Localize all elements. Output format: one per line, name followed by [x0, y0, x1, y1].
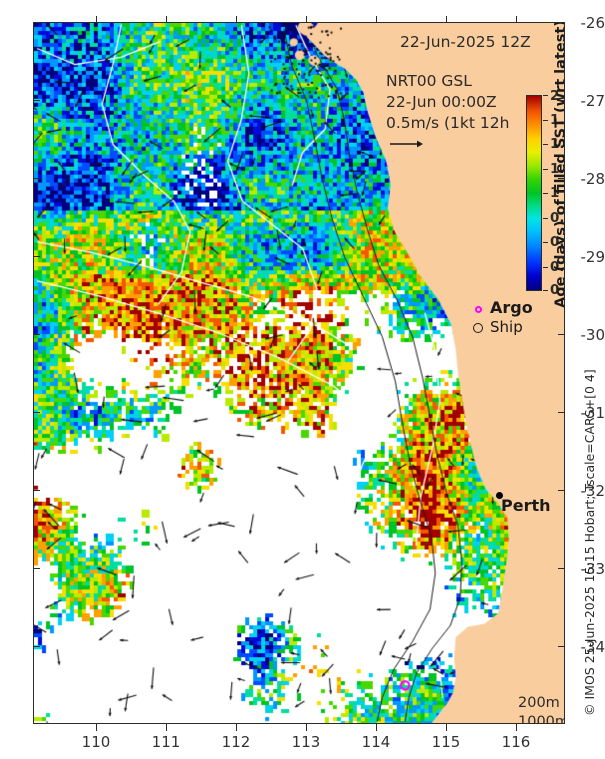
date-header: 22-Jun-2025 12Z: [400, 33, 531, 51]
xtick-label-115: 115: [431, 733, 461, 751]
xtick-label-111: 111: [151, 733, 181, 751]
ytick-label--34: -34: [580, 638, 605, 656]
info-line-scale: 0.5m/s (1kt 12h: [386, 114, 510, 132]
colorbar-label-125: 1.25: [550, 160, 565, 177]
legend-row-ship: Ship: [470, 317, 533, 337]
model-info-block: NRT00 GSL 22-Jun 00:00Z 0.5m/s (1kt 12h: [386, 71, 509, 134]
ytick-label--30: -30: [580, 326, 605, 344]
depth-label-1000m: 1000m: [518, 714, 565, 724]
ytick-label--32: -32: [580, 482, 605, 500]
perth-city-dot: [496, 492, 503, 499]
colorbar-label-1: 1: [550, 185, 560, 201]
marker-legend: Argo Ship: [470, 297, 533, 337]
colorbar-label-0: 0: [550, 282, 560, 298]
colorbar-label-075: 0.75: [550, 209, 565, 226]
ytick-label--28: -28: [580, 170, 605, 188]
colorbar-label-15: 1.5: [550, 136, 565, 152]
xtick-label-114: 114: [361, 733, 391, 751]
bathymetry-depth-labels: 200m 1000m: [518, 694, 565, 724]
ytick-label--31: -31: [580, 404, 605, 422]
colorbar-label-025: 0.25: [550, 258, 565, 275]
legend-label-ship: Ship: [490, 318, 523, 336]
xtick-label-112: 112: [221, 733, 251, 751]
xtick-label-116: 116: [501, 733, 531, 751]
reference-vector-arrow-icon: [390, 140, 423, 148]
depth-label-200m: 200m: [518, 695, 560, 711]
copyright-credit: © IMOS 25-Jun-2025 15:15 Hobart; Tscale=…: [582, 369, 597, 716]
ytick-label--27: -27: [580, 92, 605, 110]
info-line-time: 22-Jun 00:00Z: [386, 93, 497, 111]
colorbar-label-05: 0.5: [550, 234, 565, 250]
ytick-label--26: -26: [580, 14, 605, 32]
legend-row-argo: Argo: [470, 297, 533, 317]
xtick-label-110: 110: [81, 733, 111, 751]
ytick-label--29: -29: [580, 248, 605, 266]
colorbar-label-175: 1.75: [550, 112, 565, 128]
colorbar-gradient: [526, 95, 542, 291]
ytick-label--33: -33: [580, 560, 605, 578]
colorbar-label-2: 2: [550, 88, 560, 104]
sst-age-raster: [34, 23, 564, 723]
map-plot-area[interactable]: Perth 200m 1000m 22-Jun-2025 12Z NRT00 G…: [33, 22, 565, 724]
ship-marker-icon: [470, 318, 486, 337]
legend-label-argo: Argo: [490, 297, 533, 317]
xtick-label-113: 113: [291, 733, 321, 751]
info-line-product: NRT00 GSL: [386, 72, 472, 90]
perth-label: Perth: [501, 496, 551, 515]
colorbar: 2 1.75 1.5 1.25 1 0.75 0.5 0.25 0: [526, 88, 564, 298]
argo-marker-icon: [470, 298, 486, 317]
